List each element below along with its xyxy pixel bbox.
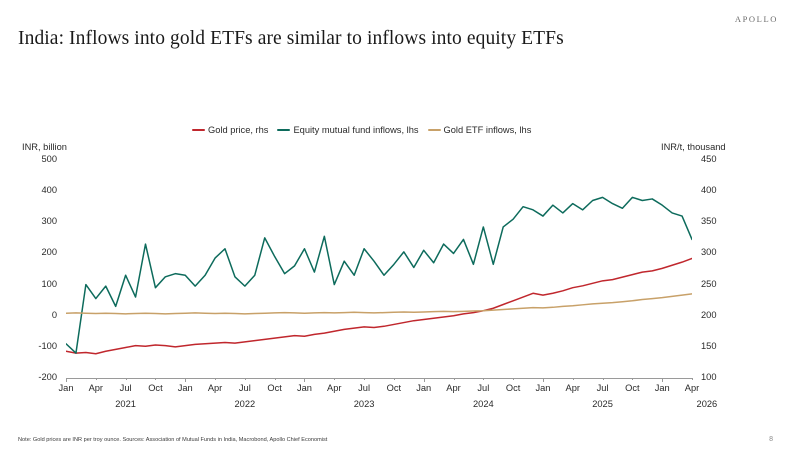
x-axis-tick-label: Jan bbox=[535, 383, 551, 393]
legend-label-gold-price: Gold price, rhs bbox=[208, 125, 269, 135]
apollo-logo: APOLLO bbox=[734, 14, 778, 24]
x-axis-tick-mark bbox=[662, 378, 664, 382]
x-axis-tick-label: Apr bbox=[565, 383, 580, 393]
legend-item-gold-price: Gold price, rhs bbox=[192, 125, 268, 135]
series-svg bbox=[66, 196, 692, 355]
x-axis-tick-mark bbox=[185, 378, 187, 382]
left-axis-tick-label: 0 bbox=[51, 309, 57, 320]
x-axis-tick-label: Jul bbox=[477, 383, 490, 393]
x-axis-tick-label: Apr bbox=[207, 383, 223, 393]
x-axis-year-label: 2024 bbox=[472, 399, 494, 409]
x-axis-year-label: 2021 bbox=[115, 399, 136, 409]
x-axis-tick-label: Oct bbox=[148, 383, 163, 393]
left-axis-title: INR, billion bbox=[22, 142, 67, 152]
left-axis-tick-label: -100 bbox=[38, 340, 57, 351]
x-axis-tick-mark bbox=[244, 378, 246, 380]
left-axis-tick-label: 400 bbox=[41, 185, 57, 196]
page-number: 8 bbox=[769, 436, 773, 443]
series-line bbox=[66, 257, 692, 355]
right-axis-tick-label: 150 bbox=[701, 340, 717, 351]
x-axis-tick-mark bbox=[274, 378, 276, 380]
x-axis-tick-mark bbox=[453, 378, 455, 380]
x-axis-tick-label: Apr bbox=[446, 383, 461, 393]
left-axis-tick-label: 100 bbox=[41, 278, 57, 289]
right-axis-title: INR/t, thousand bbox=[661, 142, 726, 152]
x-axis-tick-mark bbox=[364, 378, 366, 380]
x-axis-tick-mark bbox=[304, 378, 306, 382]
x-axis-tick-label: Apr bbox=[88, 383, 104, 393]
right-axis-tick-label: 250 bbox=[701, 278, 717, 289]
chart-plot-area bbox=[66, 160, 692, 378]
x-axis-tick-label: Jul bbox=[238, 383, 251, 393]
x-axis-tick-mark bbox=[95, 378, 97, 380]
x-axis-tick-label: Oct bbox=[625, 383, 640, 393]
x-axis-tick-mark bbox=[483, 378, 485, 380]
legend-swatch-gold-price bbox=[192, 128, 205, 132]
left-axis-tick-label: 500 bbox=[41, 154, 57, 164]
x-axis-year-label: 2025 bbox=[592, 399, 613, 409]
legend-item-equity-inflows: Equity mutual fund inflows, lhs bbox=[277, 125, 419, 135]
right-axis-tick-label: 400 bbox=[701, 185, 717, 196]
x-axis-tick-mark bbox=[513, 378, 515, 380]
x-axis-tick-label: Oct bbox=[386, 383, 402, 393]
x-axis-tick-label: Jan bbox=[654, 383, 670, 393]
chart-legend: Gold price, rhs Equity mutual fund inflo… bbox=[192, 125, 531, 135]
right-axis-tick-label: 450 bbox=[701, 154, 717, 164]
x-axis-tick-mark bbox=[393, 378, 395, 380]
x-axis-tick-label: Oct bbox=[267, 383, 282, 393]
x-axis-tick-mark bbox=[66, 378, 67, 382]
x-axis-tick-mark bbox=[155, 378, 157, 380]
legend-item-gold-etf-inflows: Gold ETF inflows, lhs bbox=[427, 125, 532, 135]
x-axis-tick-label: Jul bbox=[119, 383, 132, 393]
x-axis-tick-mark bbox=[125, 378, 127, 380]
x-axis-tick-label: Jan bbox=[416, 383, 432, 393]
legend-swatch-equity-inflows bbox=[277, 128, 291, 132]
x-axis-tick-label: Apr bbox=[327, 383, 342, 393]
series-line bbox=[66, 293, 692, 315]
x-axis-line bbox=[66, 378, 692, 379]
x-axis-tick-mark bbox=[215, 378, 217, 380]
x-axis-tick-mark bbox=[632, 378, 634, 380]
x-axis-year-label: 2022 bbox=[234, 399, 256, 409]
right-axis-tick-label: 300 bbox=[701, 247, 717, 258]
x-axis-tick-label: Jul bbox=[358, 383, 371, 393]
chart-footnote: Note: Gold prices are INR per troy ounce… bbox=[18, 437, 328, 443]
left-axis-tick-label: -200 bbox=[38, 372, 57, 382]
x-axis-tick-mark bbox=[423, 378, 425, 382]
x-axis-tick-mark bbox=[334, 378, 336, 380]
x-axis-tick-mark bbox=[542, 378, 544, 382]
x-axis-tick-label: Jul bbox=[596, 383, 609, 393]
left-axis-tick-label: 200 bbox=[41, 247, 57, 258]
x-axis-tick-label: Jan bbox=[296, 383, 312, 393]
right-axis-tick-label: 350 bbox=[701, 216, 717, 227]
x-axis-tick-mark bbox=[692, 378, 693, 380]
left-axis-tick-label: 300 bbox=[41, 216, 57, 227]
legend-label-gold-etf-inflows: Gold ETF inflows, lhs bbox=[443, 125, 532, 135]
x-axis-tick-label: Apr bbox=[684, 383, 700, 393]
right-axis-tick-label: 200 bbox=[701, 309, 717, 320]
page-title: India: Inflows into gold ETFs are simila… bbox=[18, 28, 564, 49]
legend-swatch-gold-etf-inflows bbox=[427, 128, 441, 132]
x-axis-tick-label: Jan bbox=[177, 383, 193, 393]
x-axis-tick-label: Oct bbox=[505, 383, 521, 393]
right-axis-tick-label: 100 bbox=[701, 372, 717, 382]
x-axis-tick-mark bbox=[602, 378, 604, 380]
x-axis-tick-label: Jan bbox=[58, 383, 74, 393]
series-line bbox=[66, 196, 692, 354]
x-axis-year-label: 2026 bbox=[696, 399, 718, 409]
x-axis-year-label: 2023 bbox=[353, 399, 375, 409]
x-axis-tick-mark bbox=[572, 378, 574, 380]
legend-label-equity-inflows: Equity mutual fund inflows, lhs bbox=[293, 125, 419, 135]
